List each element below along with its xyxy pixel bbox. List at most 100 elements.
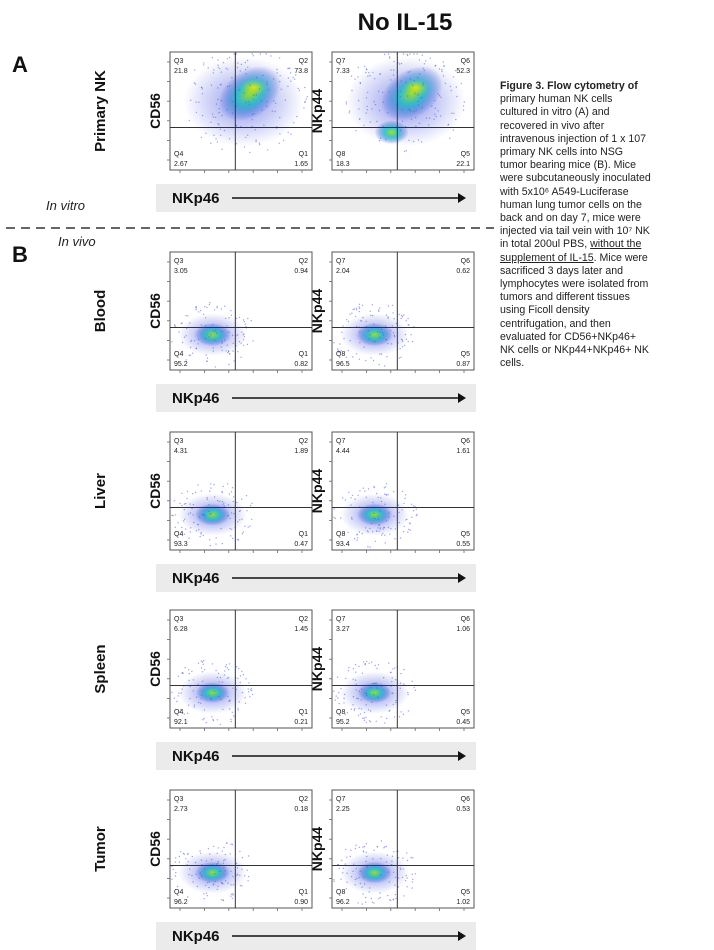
event-dot [216,332,218,334]
quadrant-name: Q6 [461,438,470,445]
event-dot [259,53,262,55]
event-dot [230,512,233,514]
event-dot [232,496,235,498]
quadrant-name: Q2 [299,438,308,445]
event-dot [386,356,388,358]
event-dot [282,139,285,142]
density-core [357,861,392,884]
event-dot [443,65,445,67]
event-dot [402,53,405,55]
event-dot [236,334,239,336]
event-dot [210,487,212,489]
event-dot [205,132,207,134]
event-dot [462,109,465,111]
event-dot [344,499,347,501]
event-dot [398,511,400,514]
event-dot [406,886,408,888]
quadrant-value: 1.45 [294,626,308,633]
event-dot [400,868,402,871]
event-dot [394,538,396,540]
event-dot [227,504,230,506]
quadrant-value: 22.1 [456,161,470,168]
event-dot [447,123,450,126]
event-dot [347,320,350,323]
event-dot [412,510,415,512]
event-dot [224,880,227,882]
event-dot [206,882,209,884]
event-dot [270,55,272,57]
event-dot [247,880,249,882]
event-dot [357,66,359,69]
event-dot [355,868,357,870]
event-dot [249,151,251,154]
event-dot [206,306,208,309]
event-dot [213,690,215,692]
event-dot [226,667,228,669]
event-dot [258,88,261,90]
event-dot [379,307,381,309]
density-cloud [171,302,254,368]
event-dot [241,331,243,333]
event-dot [384,846,386,848]
event-dot [265,53,267,55]
event-dot [422,67,425,70]
event-dot [202,719,204,721]
event-dot [214,880,216,883]
event-dot [351,516,353,519]
quadrant-value: 0.47 [294,541,308,548]
event-dot [304,86,306,89]
event-dot [415,515,418,517]
quadrant-name: Q4 [174,709,183,716]
event-dot [376,530,378,532]
event-dot [353,308,356,310]
event-dot [247,66,249,69]
quadrant-value: 1.06 [456,626,470,633]
event-dot [357,76,359,78]
event-dot [333,342,335,344]
event-dot [393,318,395,320]
event-dot [183,533,186,535]
event-dot [181,672,183,674]
event-dot [246,869,248,871]
event-dot [386,854,388,856]
event-dot [369,75,371,77]
density-cloud [333,303,415,367]
event-dot [247,875,250,878]
event-dot [219,128,221,130]
event-dot [365,71,367,74]
event-dot [222,899,225,902]
event-dot [411,680,413,682]
quadrant-value: 0.87 [456,361,470,368]
event-dot [249,525,251,527]
event-dot [266,83,268,85]
event-dot [212,718,214,721]
event-dot [365,320,367,323]
event-dot [216,141,219,143]
x-axis-label: NKp46 [172,390,220,407]
event-dot [232,894,234,896]
event-dot [370,314,372,317]
flow-plot: NKp44 Q7 4.44 Q6 1.61 Q8 93.4 Q5 0.55 [309,431,475,553]
event-dot [450,89,452,92]
event-dot [390,527,392,530]
event-dot [220,346,222,348]
event-dot [255,94,258,96]
quadrant-name: Q5 [461,531,470,538]
event-dot [187,896,189,898]
event-dot [240,342,242,344]
event-dot [221,114,223,117]
event-dot [377,90,380,93]
event-dot [406,53,408,56]
event-dot [406,877,408,879]
event-dot [245,101,247,104]
event-dot [213,69,215,71]
event-dot [244,702,247,704]
event-dot [287,67,289,70]
event-dot [223,846,225,849]
event-dot [197,701,200,704]
y-axis-label: CD56 [147,473,163,509]
event-dot [365,97,368,99]
caption-segment: in total 200ul PBS, [500,238,591,251]
event-dot [215,543,217,545]
event-dot [200,859,203,861]
